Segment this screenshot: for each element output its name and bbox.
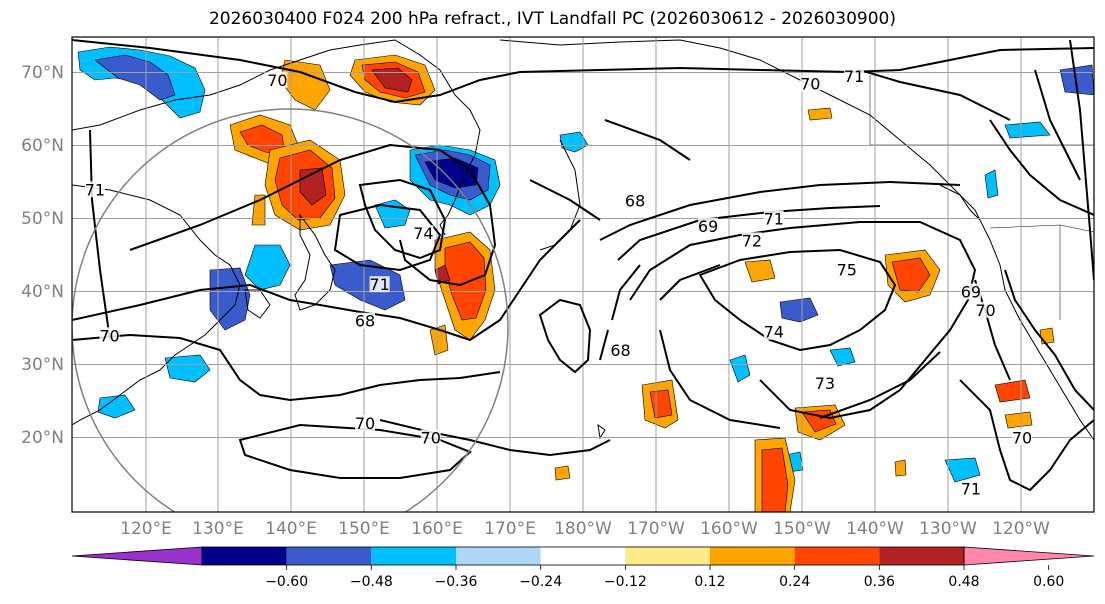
- map-title: 2026030400 F024 200 hPa refract., IVT La…: [208, 9, 896, 29]
- lon-label: 130°W: [919, 519, 977, 539]
- map-frame: [71, 36, 1095, 513]
- colorbar-tick-label: −0.48: [350, 574, 393, 590]
- colorbar-segment: [456, 547, 541, 565]
- contour-label-halo: [741, 232, 762, 249]
- contour-label: 71: [844, 67, 864, 86]
- lat-label: 50°N: [21, 209, 64, 229]
- lon-label: 160°W: [700, 519, 758, 539]
- contour-label: 71: [369, 275, 389, 294]
- colorbar-outline: [201, 546, 965, 566]
- contour-label: 68: [355, 312, 375, 331]
- contour-label: 70: [355, 414, 375, 433]
- colorbar-extend-high: [963, 546, 1095, 566]
- positive-anomaly-shading: [229, 54, 1055, 512]
- contour-label: 74: [764, 323, 784, 342]
- contour-label-halo: [355, 312, 375, 329]
- refractivity-contours: [72, 39, 1094, 492]
- colorbar-tick-label: 0.36: [864, 574, 895, 590]
- contour-label-halo: [267, 71, 288, 88]
- colorbar-segment: [625, 547, 710, 565]
- colorbar-segment: [540, 547, 626, 565]
- lat-label: 70°N: [21, 63, 64, 83]
- colorbar-segment: [710, 547, 795, 565]
- lat-label: 20°N: [21, 428, 64, 448]
- lon-label: 170°E: [484, 519, 536, 539]
- colorbar-tick-label: −0.12: [604, 574, 647, 590]
- contour-label-halo: [763, 210, 784, 227]
- contour-label-halo: [625, 192, 646, 209]
- colorbar-tick-label: 0.48: [948, 574, 979, 590]
- contour-label-halo: [84, 181, 105, 198]
- contour-label: 70: [421, 429, 441, 448]
- colorbar-tick-label: 0.24: [779, 574, 810, 590]
- longitude-labels: 120°E 130°E 140°E 150°E 160°E 170°E 180°…: [120, 519, 1050, 539]
- colorbar-tick-label: −0.24: [519, 574, 562, 590]
- contour-label: 70: [800, 74, 820, 93]
- lon-label: 120°W: [992, 519, 1050, 539]
- contour-label: 71: [764, 210, 784, 229]
- contour-label-halo: [800, 75, 821, 92]
- contour-label-halo: [369, 276, 390, 293]
- lat-label: 60°N: [21, 136, 64, 156]
- colorbar-tick-label: 0.60: [1033, 574, 1064, 590]
- contour-label-halo: [1012, 429, 1032, 446]
- contour-label: 70: [99, 326, 119, 345]
- contour-label-halo: [960, 283, 981, 300]
- contour-label-halo: [763, 323, 784, 340]
- colorbar-segment: [286, 547, 372, 565]
- contour-label-halo: [960, 480, 981, 497]
- contour-label: 70: [267, 71, 287, 90]
- contour-label: 74: [413, 224, 433, 243]
- contour-label-halo: [844, 68, 865, 85]
- contour-label: 69: [698, 217, 718, 236]
- lat-label: 30°N: [21, 355, 64, 375]
- lon-label: 130°E: [192, 519, 244, 539]
- lat-label: 40°N: [21, 282, 64, 302]
- contour-label-halo: [836, 261, 857, 278]
- lon-label: 170°W: [627, 519, 685, 539]
- colorbar-segment: [879, 547, 964, 565]
- colorbar-tick-label: −0.36: [435, 574, 478, 590]
- colorbar-segment: [202, 547, 287, 565]
- colorbar-segment: [794, 547, 880, 565]
- contour-label: 71: [85, 180, 105, 199]
- contour-label: 69: [961, 283, 981, 302]
- contour-label-halo: [413, 225, 434, 242]
- contour-label: 68: [625, 191, 645, 210]
- colorbar-tick-label: −0.60: [265, 574, 308, 590]
- influence-radius-circle: [72, 108, 509, 512]
- contour-label-halo: [814, 374, 835, 391]
- lon-label: 180°W: [554, 519, 612, 539]
- contour-label: 70: [975, 301, 995, 320]
- contour-label: 71: [961, 480, 981, 499]
- lon-label: 160°E: [411, 519, 463, 539]
- coastlines: [72, 39, 1094, 441]
- contour-label: 73: [815, 374, 835, 393]
- colorbar-extend-low: [71, 546, 203, 566]
- colorbar: −0.60 −0.48 −0.36 −0.24 −0.12 0.12 0.24 0.36 0.4…: [71, 546, 1095, 590]
- lon-label: 150°E: [338, 519, 390, 539]
- lon-label: 120°E: [120, 519, 172, 539]
- contour-label-halo: [698, 217, 719, 234]
- lon-label: 140°W: [846, 519, 904, 539]
- contour-label: 72: [742, 231, 762, 250]
- contour-label-halo: [610, 341, 631, 358]
- colorbar-segment: [371, 547, 456, 565]
- contour-label: 68: [610, 341, 630, 360]
- contour-label-halo: [975, 301, 996, 318]
- latitude-labels: 70°N 60°N 50°N 40°N 30°N 20°N: [21, 63, 64, 448]
- colorbar-tick-label: 0.12: [694, 574, 725, 590]
- lon-label: 150°W: [773, 519, 831, 539]
- contour-label-halo: [355, 414, 375, 431]
- contour-label: 75: [837, 261, 857, 280]
- lon-label: 140°E: [265, 519, 317, 539]
- contour-label-halo: [420, 429, 441, 446]
- contour-label-halo: [99, 327, 120, 344]
- contour-label: 70: [1012, 429, 1032, 448]
